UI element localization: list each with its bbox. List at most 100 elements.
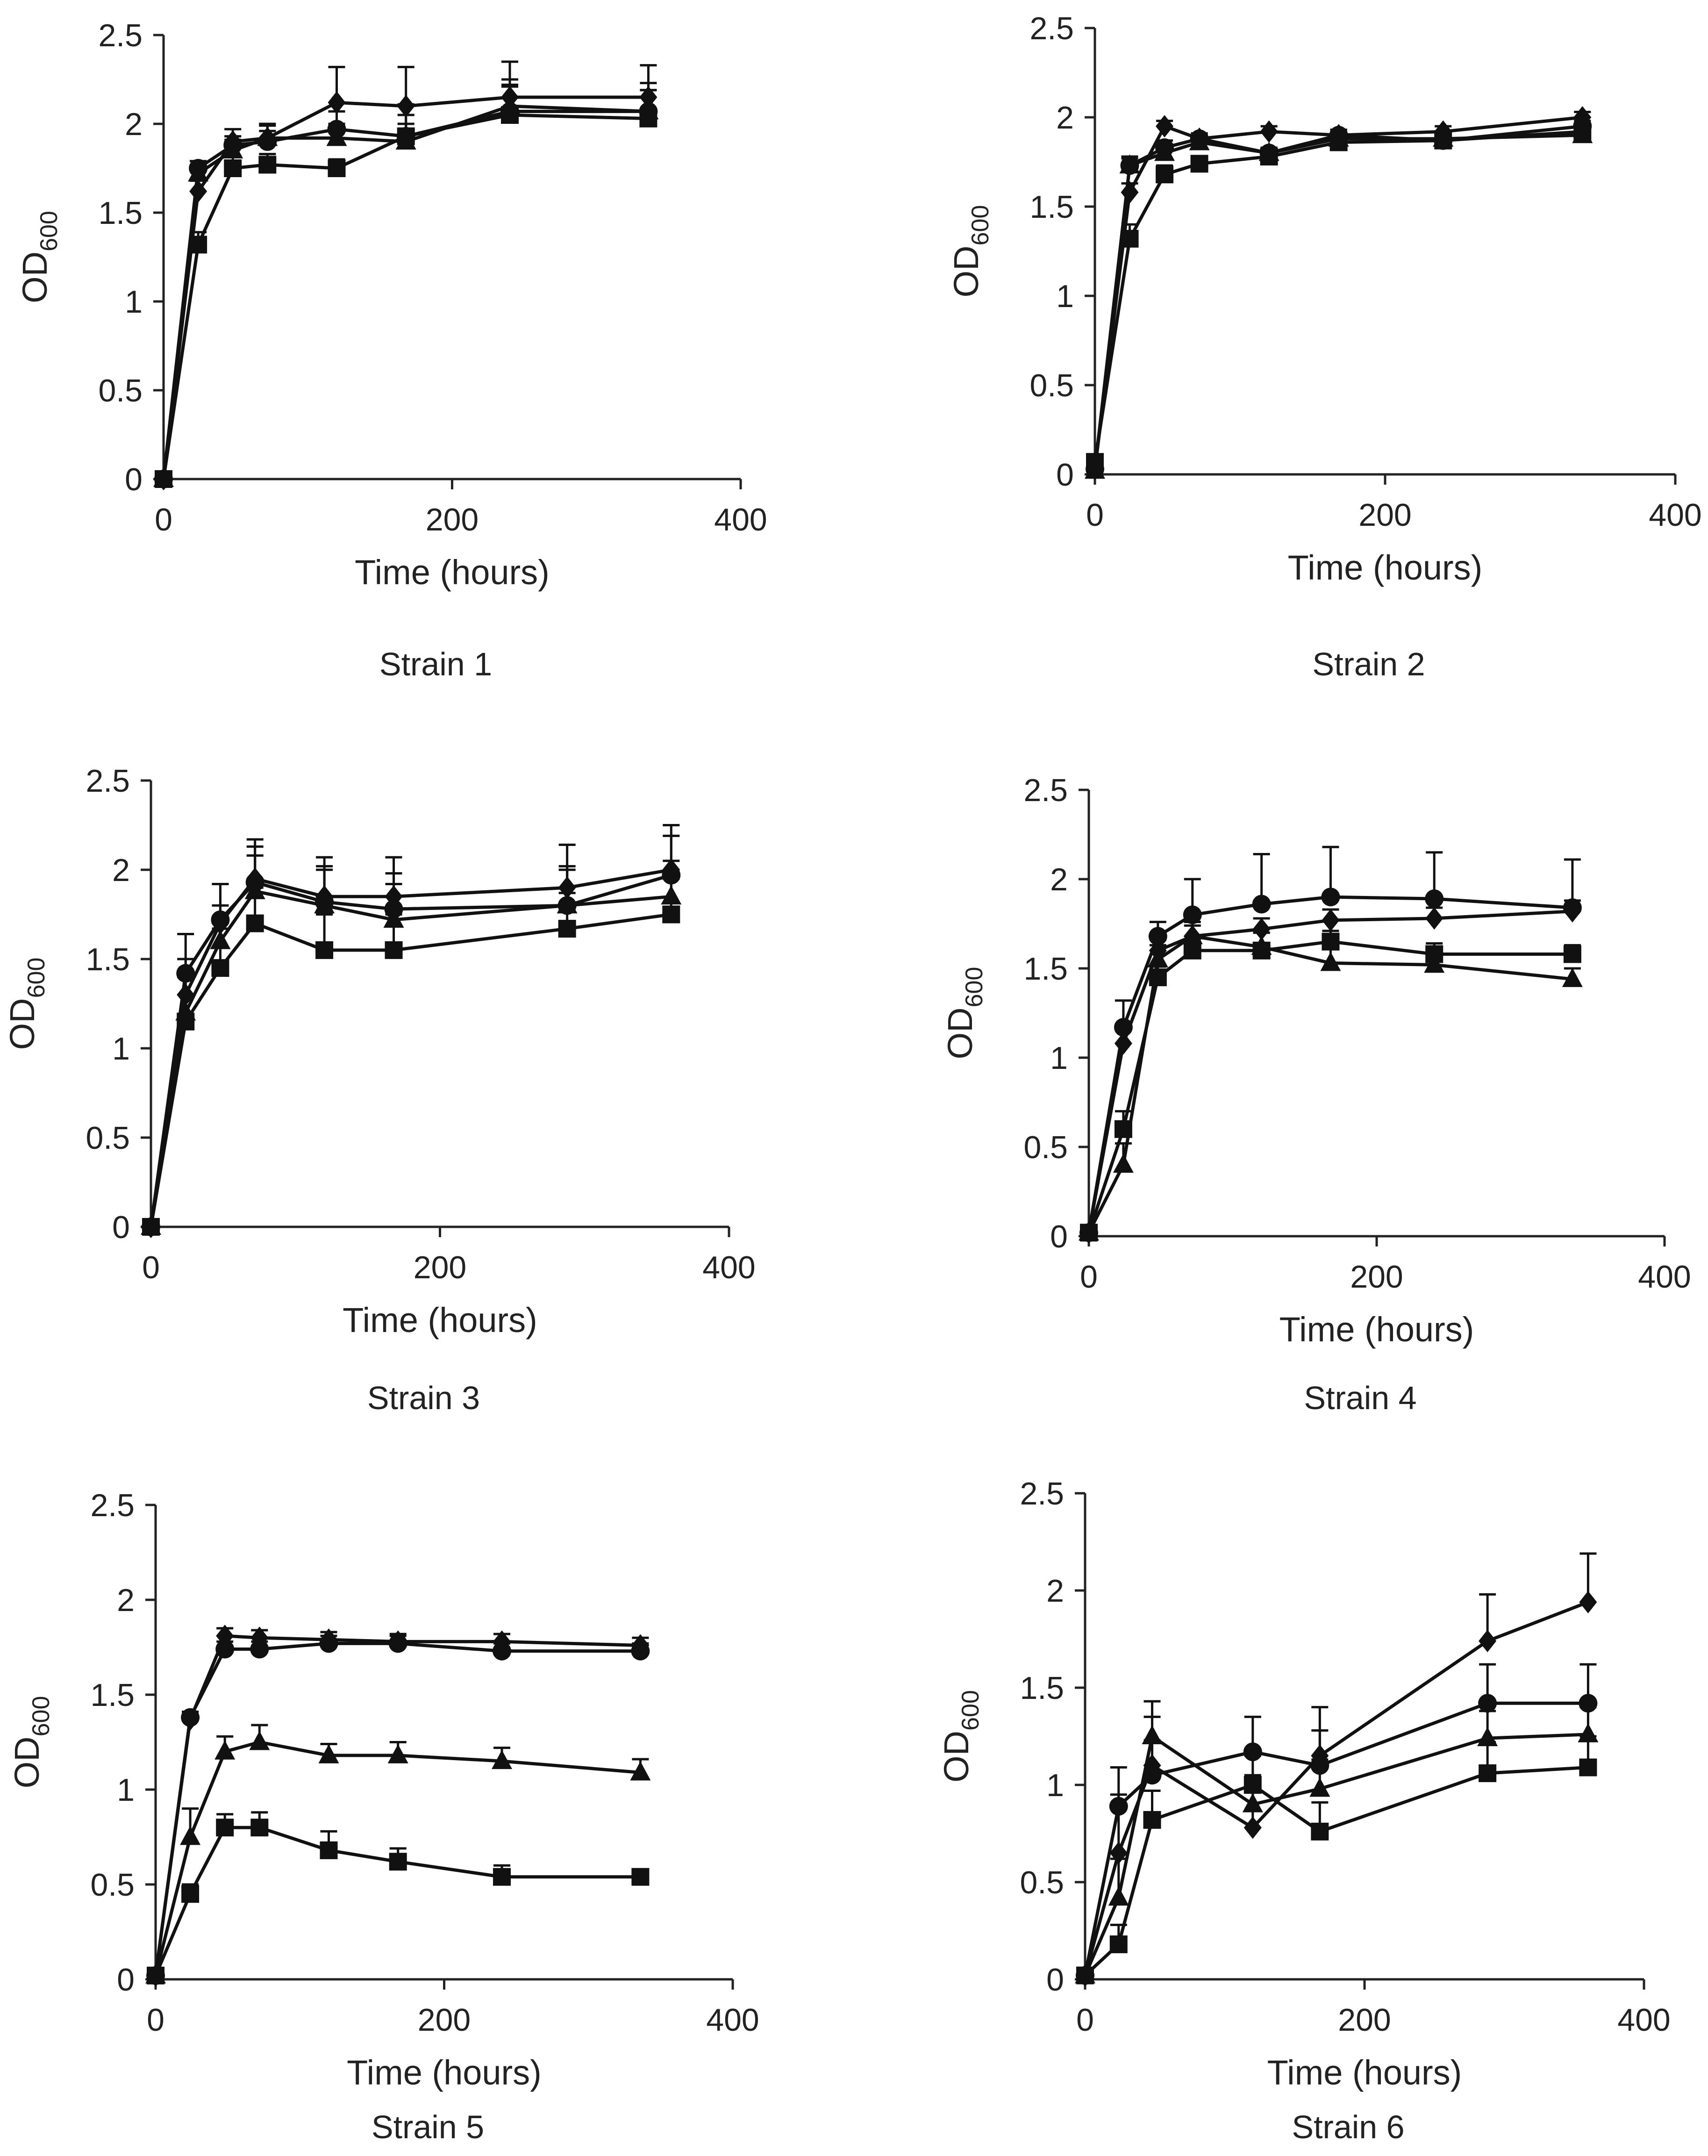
data-point-circle [500, 102, 519, 121]
y-axis-title: OD600 [937, 1690, 984, 1783]
y-tick-label: 1.5 [90, 1677, 135, 1713]
y-tick-label: 2.5 [98, 18, 143, 53]
y-axis-title-subscript: 600 [28, 1696, 55, 1737]
data-point-square [493, 1868, 511, 1886]
x-tick-label: 400 [1638, 1259, 1691, 1295]
series-circle [1079, 845, 1582, 1242]
y-axis-title-main: OD [3, 998, 42, 1050]
x-tick-label: 0 [142, 1250, 160, 1285]
y-tick-label: 1 [112, 1031, 130, 1067]
series-diamond [142, 824, 680, 1238]
data-point-triangle [1424, 953, 1445, 973]
data-point-square [1563, 945, 1581, 963]
data-point-square [258, 156, 277, 174]
data-point-circle [211, 910, 230, 929]
data-point-circle [223, 136, 243, 155]
y-axis-title-subscript: 600 [961, 967, 988, 1008]
y-axis-title-subscript: 600 [957, 1690, 984, 1731]
data-point-triangle [1108, 1886, 1129, 1906]
panel-caption: Strain 4 [1304, 1380, 1416, 1416]
data-point-triangle [214, 1740, 236, 1760]
data-point-square [181, 1885, 200, 1903]
series-line [1083, 1600, 1589, 1976]
data-point-diamond [1156, 115, 1174, 138]
data-point-triangle [1182, 925, 1203, 945]
y-axis-title: OD600 [15, 211, 63, 303]
data-point-circle [1148, 927, 1167, 946]
y-axis-title: OD600 [7, 1696, 55, 1789]
y-tick-label: 0 [112, 1210, 130, 1245]
x-tick-label: 400 [702, 1250, 755, 1285]
series-square [147, 1811, 650, 1984]
series-line [1093, 133, 1583, 471]
chart-panel-1: 0 0.5 1 1.5 2 2.5 0 200 400 Time (hours) OD600 Stra… [15, 18, 767, 682]
series-line [1087, 895, 1573, 1233]
data-point-square [315, 941, 334, 959]
chart-panel-5: 0 0.5 1 1.5 2 2.5 0 200 400 Time (hours) OD600 Stra… [7, 1488, 759, 2145]
data-point-circle [142, 1218, 160, 1236]
series-diamond [147, 1625, 650, 1987]
y-tick-label: 2 [112, 852, 130, 888]
data-point-circle [154, 470, 173, 488]
data-point-triangle [180, 1826, 201, 1845]
chart-panel-3: 0 0.5 1 1.5 2 2.5 0 200 400 Time (hours) OD600 Stra… [3, 763, 756, 1416]
data-point-square [1109, 1935, 1128, 1954]
series-line [154, 1641, 641, 1976]
data-point-square [1156, 165, 1174, 184]
y-tick-label: 2 [1046, 1573, 1064, 1609]
x-axis-title: Time (hours) [355, 553, 550, 592]
x-tick-label: 400 [1649, 497, 1701, 533]
panel-caption: Strain 6 [1292, 2109, 1404, 2145]
data-point-diamond [1425, 907, 1444, 930]
series-triangle [145, 1724, 651, 1984]
data-point-triangle [1562, 967, 1583, 987]
series-line [162, 95, 649, 480]
y-tick-label: 0.5 [1020, 1865, 1064, 1900]
x-tick-label: 0 [1076, 2002, 1094, 2038]
data-point-triangle [1309, 1777, 1330, 1797]
data-point-diamond [1479, 1630, 1497, 1653]
x-axis-title: Time (hours) [347, 2053, 542, 2092]
chart-panel-4: 0 0.5 1 1.5 2 2.5 0 200 400 Time (hours) OD600 Stra… [941, 773, 1691, 1416]
x-tick-label: 200 [1358, 497, 1411, 533]
data-point-circle [1109, 1797, 1128, 1816]
data-point-square [1190, 155, 1208, 173]
data-point-circle [1120, 156, 1139, 175]
data-point-square [1311, 1822, 1329, 1841]
series-line [154, 1634, 641, 1976]
data-point-circle [1434, 131, 1453, 150]
data-point-square [250, 1819, 269, 1837]
data-point-square [216, 1819, 234, 1837]
x-tick-label: 400 [1617, 2002, 1670, 2038]
y-axis-title-main: OD [937, 1731, 976, 1783]
data-point-circle [388, 1634, 407, 1653]
data-point-triangle [1251, 936, 1272, 955]
data-point-square [320, 1841, 338, 1859]
data-point-square [211, 959, 229, 977]
series-line [154, 1741, 641, 1976]
x-axis-title: Time (hours) [1279, 1310, 1474, 1349]
y-tick-label: 0.5 [1029, 368, 1074, 403]
series-circle [142, 834, 681, 1236]
y-tick-label: 0 [1050, 1219, 1068, 1254]
data-point-circle [1079, 1223, 1098, 1242]
series-circle [1086, 117, 1592, 479]
data-point-triangle [249, 1731, 270, 1750]
data-point-square [662, 905, 680, 924]
data-point-circle [189, 159, 208, 178]
data-point-square [246, 914, 264, 932]
y-tick-label: 1 [1046, 1768, 1064, 1803]
data-point-square [328, 159, 346, 177]
x-axis-title: Time (hours) [1267, 2053, 1462, 2092]
data-point-circle [639, 102, 658, 121]
y-tick-label: 2 [1050, 862, 1068, 897]
data-point-square [1149, 968, 1167, 987]
series-line [1084, 1766, 1588, 1977]
data-point-circle [1252, 895, 1271, 914]
series-square [1086, 122, 1592, 471]
y-tick-label: 2.5 [1023, 773, 1068, 808]
data-point-triangle [1477, 1727, 1498, 1747]
y-tick-label: 0 [1046, 1962, 1064, 1998]
y-tick-label: 2.5 [90, 1488, 135, 1523]
